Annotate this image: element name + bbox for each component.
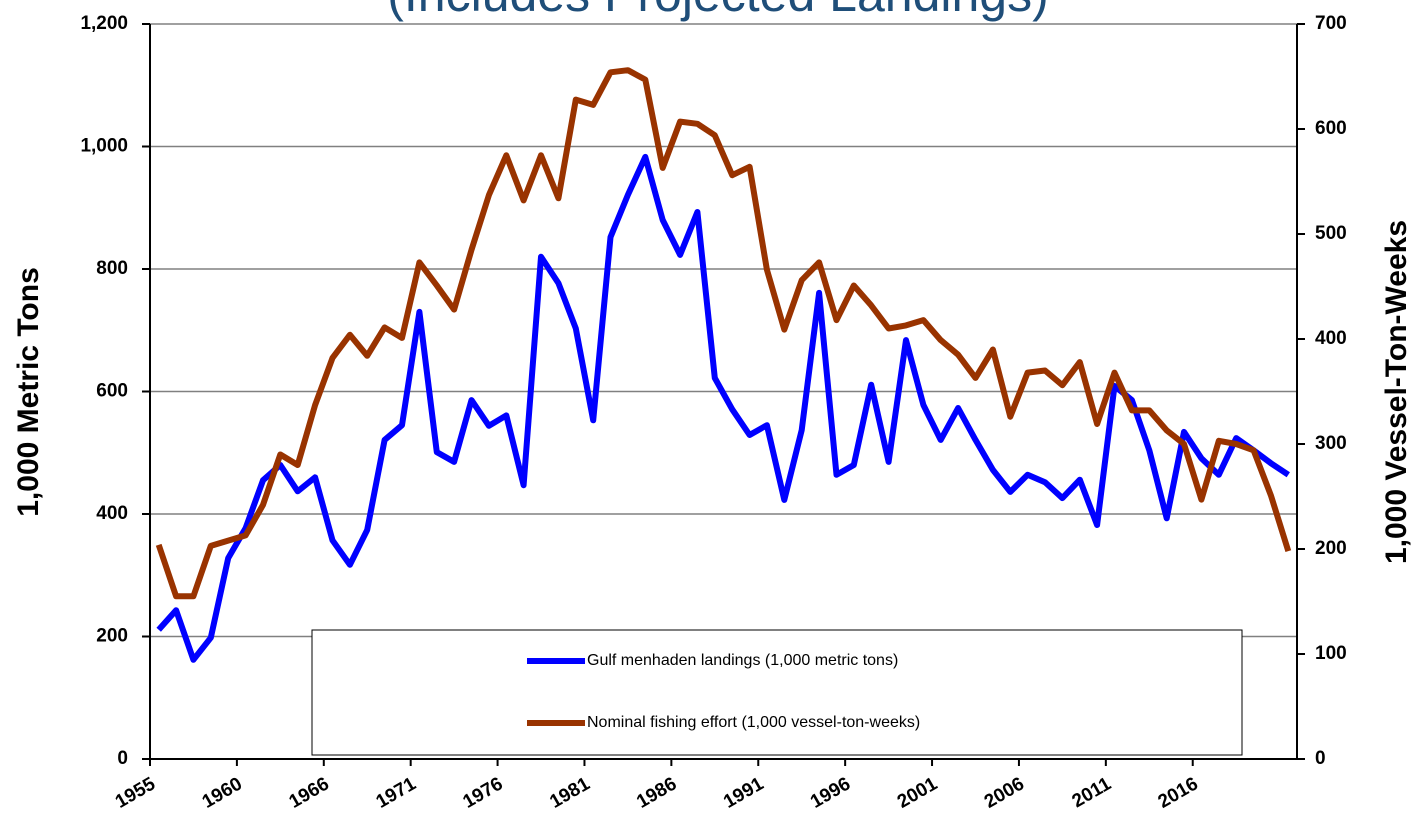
legend-label: Gulf menhaden landings (1,000 metric ton… — [587, 652, 898, 669]
y-tick-label: 400 — [96, 503, 128, 524]
y-tick-label: 200 — [96, 626, 128, 647]
y-tick-label: 0 — [117, 748, 128, 769]
y-tick-label: 800 — [96, 258, 128, 279]
y2-tick-label: 400 — [1315, 328, 1347, 349]
y-tick-label: 600 — [96, 381, 128, 402]
x-tick-label: 1996 — [807, 773, 854, 812]
series-line — [156, 153, 1290, 663]
chart-title: (Includes Projected Landings) — [387, 0, 1049, 22]
y2-tick-label: 0 — [1315, 748, 1326, 769]
x-tick-label: 1971 — [373, 773, 420, 813]
x-tick-label: 1976 — [459, 773, 506, 812]
x-tick-label: 2011 — [1069, 773, 1116, 812]
x-tick-label: 1955 — [112, 773, 159, 813]
y2-tick-label: 600 — [1315, 118, 1347, 139]
series-line — [155, 67, 1292, 600]
y2-tick-label: 300 — [1315, 433, 1347, 454]
x-tick-label: 2016 — [1155, 773, 1202, 812]
x-tick-label: 2006 — [981, 773, 1028, 812]
y2-axis-title: 1,000 Vessel-Ton-Weeks — [1380, 220, 1413, 564]
y-tick-label: 1,200 — [80, 13, 128, 34]
legend-label: Nominal fishing effort (1,000 vessel-ton… — [587, 714, 920, 731]
legend-box — [311, 629, 1243, 756]
y-tick-label: 1,000 — [80, 136, 128, 157]
x-tick-label: 1991 — [720, 773, 767, 813]
y2-tick-label: 200 — [1315, 538, 1347, 559]
y2-tick-label: 100 — [1315, 643, 1347, 664]
x-tick-label: 1960 — [199, 773, 246, 812]
x-tick-label: 1986 — [633, 773, 680, 812]
y2-tick-label: 700 — [1315, 13, 1347, 34]
x-tick-label: 1966 — [286, 773, 333, 812]
y-axis-title: 1,000 Metric Tons — [12, 267, 45, 517]
x-tick-label: 1981 — [546, 773, 593, 813]
x-tick-label: 2001 — [894, 773, 941, 813]
y2-tick-label: 500 — [1315, 223, 1347, 244]
